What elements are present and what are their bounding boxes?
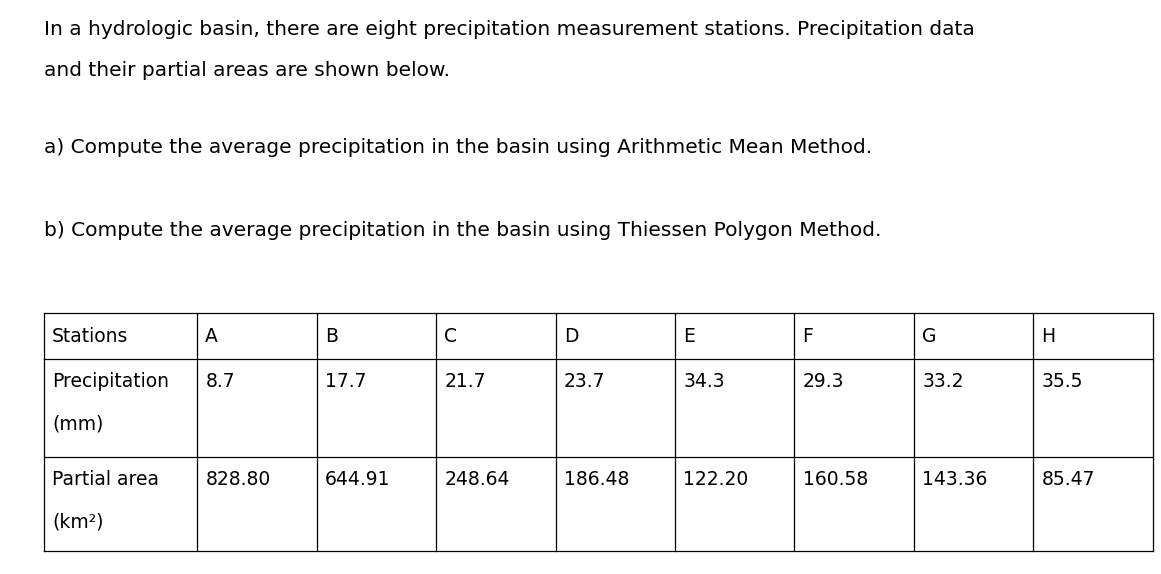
Text: In a hydrologic basin, there are eight precipitation measurement stations. Preci: In a hydrologic basin, there are eight p… [44, 20, 975, 39]
Text: 17.7: 17.7 [325, 372, 366, 391]
Text: 828.80: 828.80 [205, 470, 271, 488]
Text: 21.7: 21.7 [445, 372, 485, 391]
Text: 186.48: 186.48 [563, 470, 629, 488]
Text: 85.47: 85.47 [1041, 470, 1095, 488]
Text: H: H [1041, 327, 1055, 346]
Text: b) Compute the average precipitation in the basin using Thiessen Polygon Method.: b) Compute the average precipitation in … [44, 221, 881, 240]
Text: E: E [683, 327, 695, 346]
Text: 34.3: 34.3 [683, 372, 724, 391]
Text: C: C [445, 327, 457, 346]
Text: G: G [922, 327, 937, 346]
Text: 644.91: 644.91 [325, 470, 390, 488]
Text: B: B [325, 327, 338, 346]
Text: 35.5: 35.5 [1041, 372, 1083, 391]
Text: Partial area: Partial area [52, 470, 159, 488]
Text: 23.7: 23.7 [563, 372, 605, 391]
Text: 8.7: 8.7 [205, 372, 235, 391]
Text: and their partial areas are shown below.: and their partial areas are shown below. [44, 61, 450, 80]
Text: 122.20: 122.20 [683, 470, 749, 488]
Text: 29.3: 29.3 [802, 372, 844, 391]
Text: 160.58: 160.58 [802, 470, 867, 488]
Text: A: A [205, 327, 218, 346]
Text: (km²): (km²) [52, 513, 103, 532]
Text: D: D [563, 327, 578, 346]
Text: 143.36: 143.36 [922, 470, 988, 488]
Text: F: F [802, 327, 814, 346]
Text: Precipitation: Precipitation [52, 372, 170, 391]
Text: 33.2: 33.2 [922, 372, 964, 391]
Text: (mm): (mm) [52, 415, 103, 434]
Text: Stations: Stations [52, 327, 129, 346]
Text: 248.64: 248.64 [445, 470, 510, 488]
Text: a) Compute the average precipitation in the basin using Arithmetic Mean Method.: a) Compute the average precipitation in … [44, 138, 872, 157]
